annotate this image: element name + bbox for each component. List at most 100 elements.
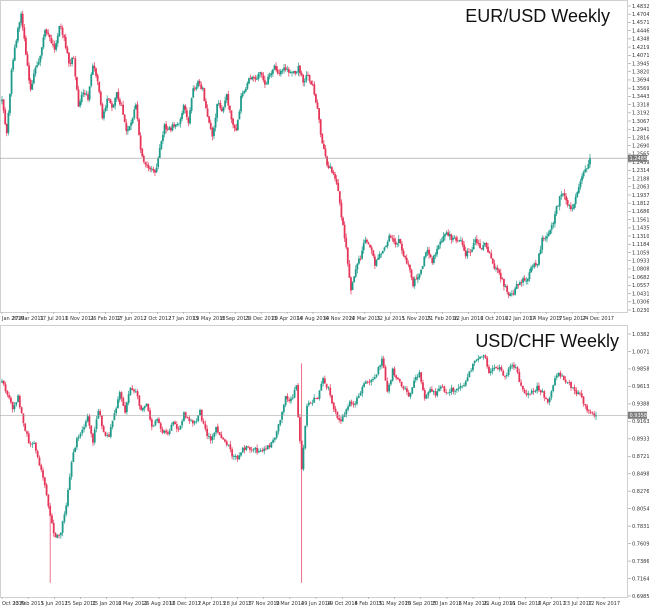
usdchf-candle-body xyxy=(320,383,323,391)
eurusd-candle-body xyxy=(17,28,19,41)
eurusd-candle-body xyxy=(518,282,521,285)
usdchf-candle-body xyxy=(1,381,3,383)
usdchf-candle-body xyxy=(548,397,551,403)
eurusd-candle-body xyxy=(313,84,316,95)
eurusd-candle-body xyxy=(388,235,391,242)
eurusd-candle-body xyxy=(488,252,491,254)
usdchf-candle-body xyxy=(20,407,23,414)
usdchf-candle-body xyxy=(147,404,150,411)
eurusd-candle-body xyxy=(31,83,34,90)
eurusd-candle-body xyxy=(165,124,168,130)
usdchf-candle-body xyxy=(215,426,217,433)
eurusd-candle-body xyxy=(82,92,85,95)
usdchf-candle-body xyxy=(334,408,337,412)
usdchf-candle-body xyxy=(106,434,109,436)
usdchf-candle-body xyxy=(72,452,75,462)
eurusd-candle-body xyxy=(225,94,228,101)
usdchf-candle-body xyxy=(484,355,487,359)
eurusd-x-tick-label: 30 Nov 2014 xyxy=(323,316,355,322)
usdchf-candle-body xyxy=(183,412,185,421)
eurusd-candle-body xyxy=(69,62,72,64)
eurusd-candle-body xyxy=(2,99,5,111)
usdchf-candle-body xyxy=(559,372,562,377)
eurusd-candle-body xyxy=(252,77,255,78)
eurusd-candle-body xyxy=(452,237,454,240)
eurusd-x-tick-label: 21 Feb 2016 xyxy=(427,316,458,322)
eurusd-candle-body xyxy=(192,88,195,98)
usdchf-candle-body xyxy=(49,505,52,516)
usdchf-candle-body xyxy=(290,398,292,402)
usdchf-candle-body xyxy=(523,389,526,394)
usdchf-candle-body xyxy=(95,419,98,429)
usdchf-candle-body xyxy=(422,382,424,391)
eurusd-candle-body xyxy=(415,278,418,280)
usdchf-candle-body xyxy=(323,378,326,384)
usdchf-candle-body xyxy=(156,419,159,421)
usdchf-candle-body xyxy=(381,358,383,366)
eurusd-candle-body xyxy=(315,94,317,103)
usdchf-candle-body xyxy=(545,397,547,400)
usdchf-candle-body xyxy=(288,399,291,401)
eurusd-candle-body xyxy=(429,254,432,258)
eurusd-candle-body xyxy=(351,282,354,290)
usdchf-candle-body xyxy=(359,392,362,396)
usdchf-candle-body xyxy=(364,381,367,384)
eurusd-candle-body xyxy=(571,208,574,210)
eurusd-candle-body xyxy=(356,263,359,270)
eurusd-candle-body xyxy=(554,214,556,224)
usdchf-candle-body xyxy=(277,424,280,432)
usdchf-candle-body xyxy=(397,377,399,380)
usdchf-candle-body xyxy=(562,376,565,380)
eurusd-candle-body xyxy=(579,181,582,188)
usdchf-candle-body xyxy=(534,390,537,392)
usdchf-candle-body xyxy=(166,432,169,435)
usdchf-candle-body xyxy=(561,375,564,377)
usdchf-candle-body xyxy=(279,420,282,425)
eurusd-candle-body xyxy=(284,67,287,70)
eurusd-candle-body xyxy=(240,95,242,112)
eurusd-candle-body xyxy=(149,167,152,170)
usdchf-candle-body xyxy=(439,386,442,389)
eurusd-x-tick-label: Jan 2010 xyxy=(1,316,24,322)
usdchf-candle-body xyxy=(172,421,175,425)
usdchf-candle-body xyxy=(42,470,44,478)
usdchf-candle-body xyxy=(420,372,423,382)
usdchf-candle-body xyxy=(263,448,266,452)
usdchf-candle-body xyxy=(120,392,123,399)
usdchf-candle-body xyxy=(448,391,451,394)
usdchf-candle-body xyxy=(31,443,34,445)
usdchf-candle-body xyxy=(117,399,119,409)
eurusd-candle-body xyxy=(117,91,120,100)
eurusd-candle-body xyxy=(533,263,536,267)
usdchf-candle-body xyxy=(352,403,355,406)
usdchf-candle-body xyxy=(388,384,390,392)
eurusd-candle-body xyxy=(423,256,426,267)
usdchf-candle-body xyxy=(468,371,471,378)
eurusd-candle-body xyxy=(544,238,547,240)
usdchf-candle-body xyxy=(15,402,18,405)
usdchf-candle-body xyxy=(77,436,80,439)
usdchf-candle-body xyxy=(584,404,587,406)
eurusd-candle-body xyxy=(283,67,285,71)
usdchf-candle-body xyxy=(33,443,36,444)
usdchf-candle-body xyxy=(81,429,84,434)
eurusd-candle-body xyxy=(493,263,496,269)
eurusd-candle-body xyxy=(52,43,54,46)
eurusd-candle-body xyxy=(302,74,305,83)
eurusd-candle-body xyxy=(512,293,515,295)
eurusd-candle-body xyxy=(278,73,281,74)
usdchf-current-price-label: 0.93580 xyxy=(630,413,649,419)
eurusd-y-tick-label: 1.11845 xyxy=(632,242,649,248)
usdchf-candle-body xyxy=(11,401,14,410)
usdchf-candle-body xyxy=(111,420,114,428)
usdchf-candle-body xyxy=(441,386,444,388)
usdchf-candle-body xyxy=(372,379,374,381)
usdchf-candle-body xyxy=(452,387,455,392)
eurusd-candle-body xyxy=(58,25,61,37)
usdchf-candle-body xyxy=(348,401,351,407)
eurusd-y-tick-label: 1.45715 xyxy=(632,20,649,26)
eurusd-y-tick-label: 1.15610 xyxy=(632,217,649,223)
usdchf-candle-body xyxy=(589,411,592,413)
